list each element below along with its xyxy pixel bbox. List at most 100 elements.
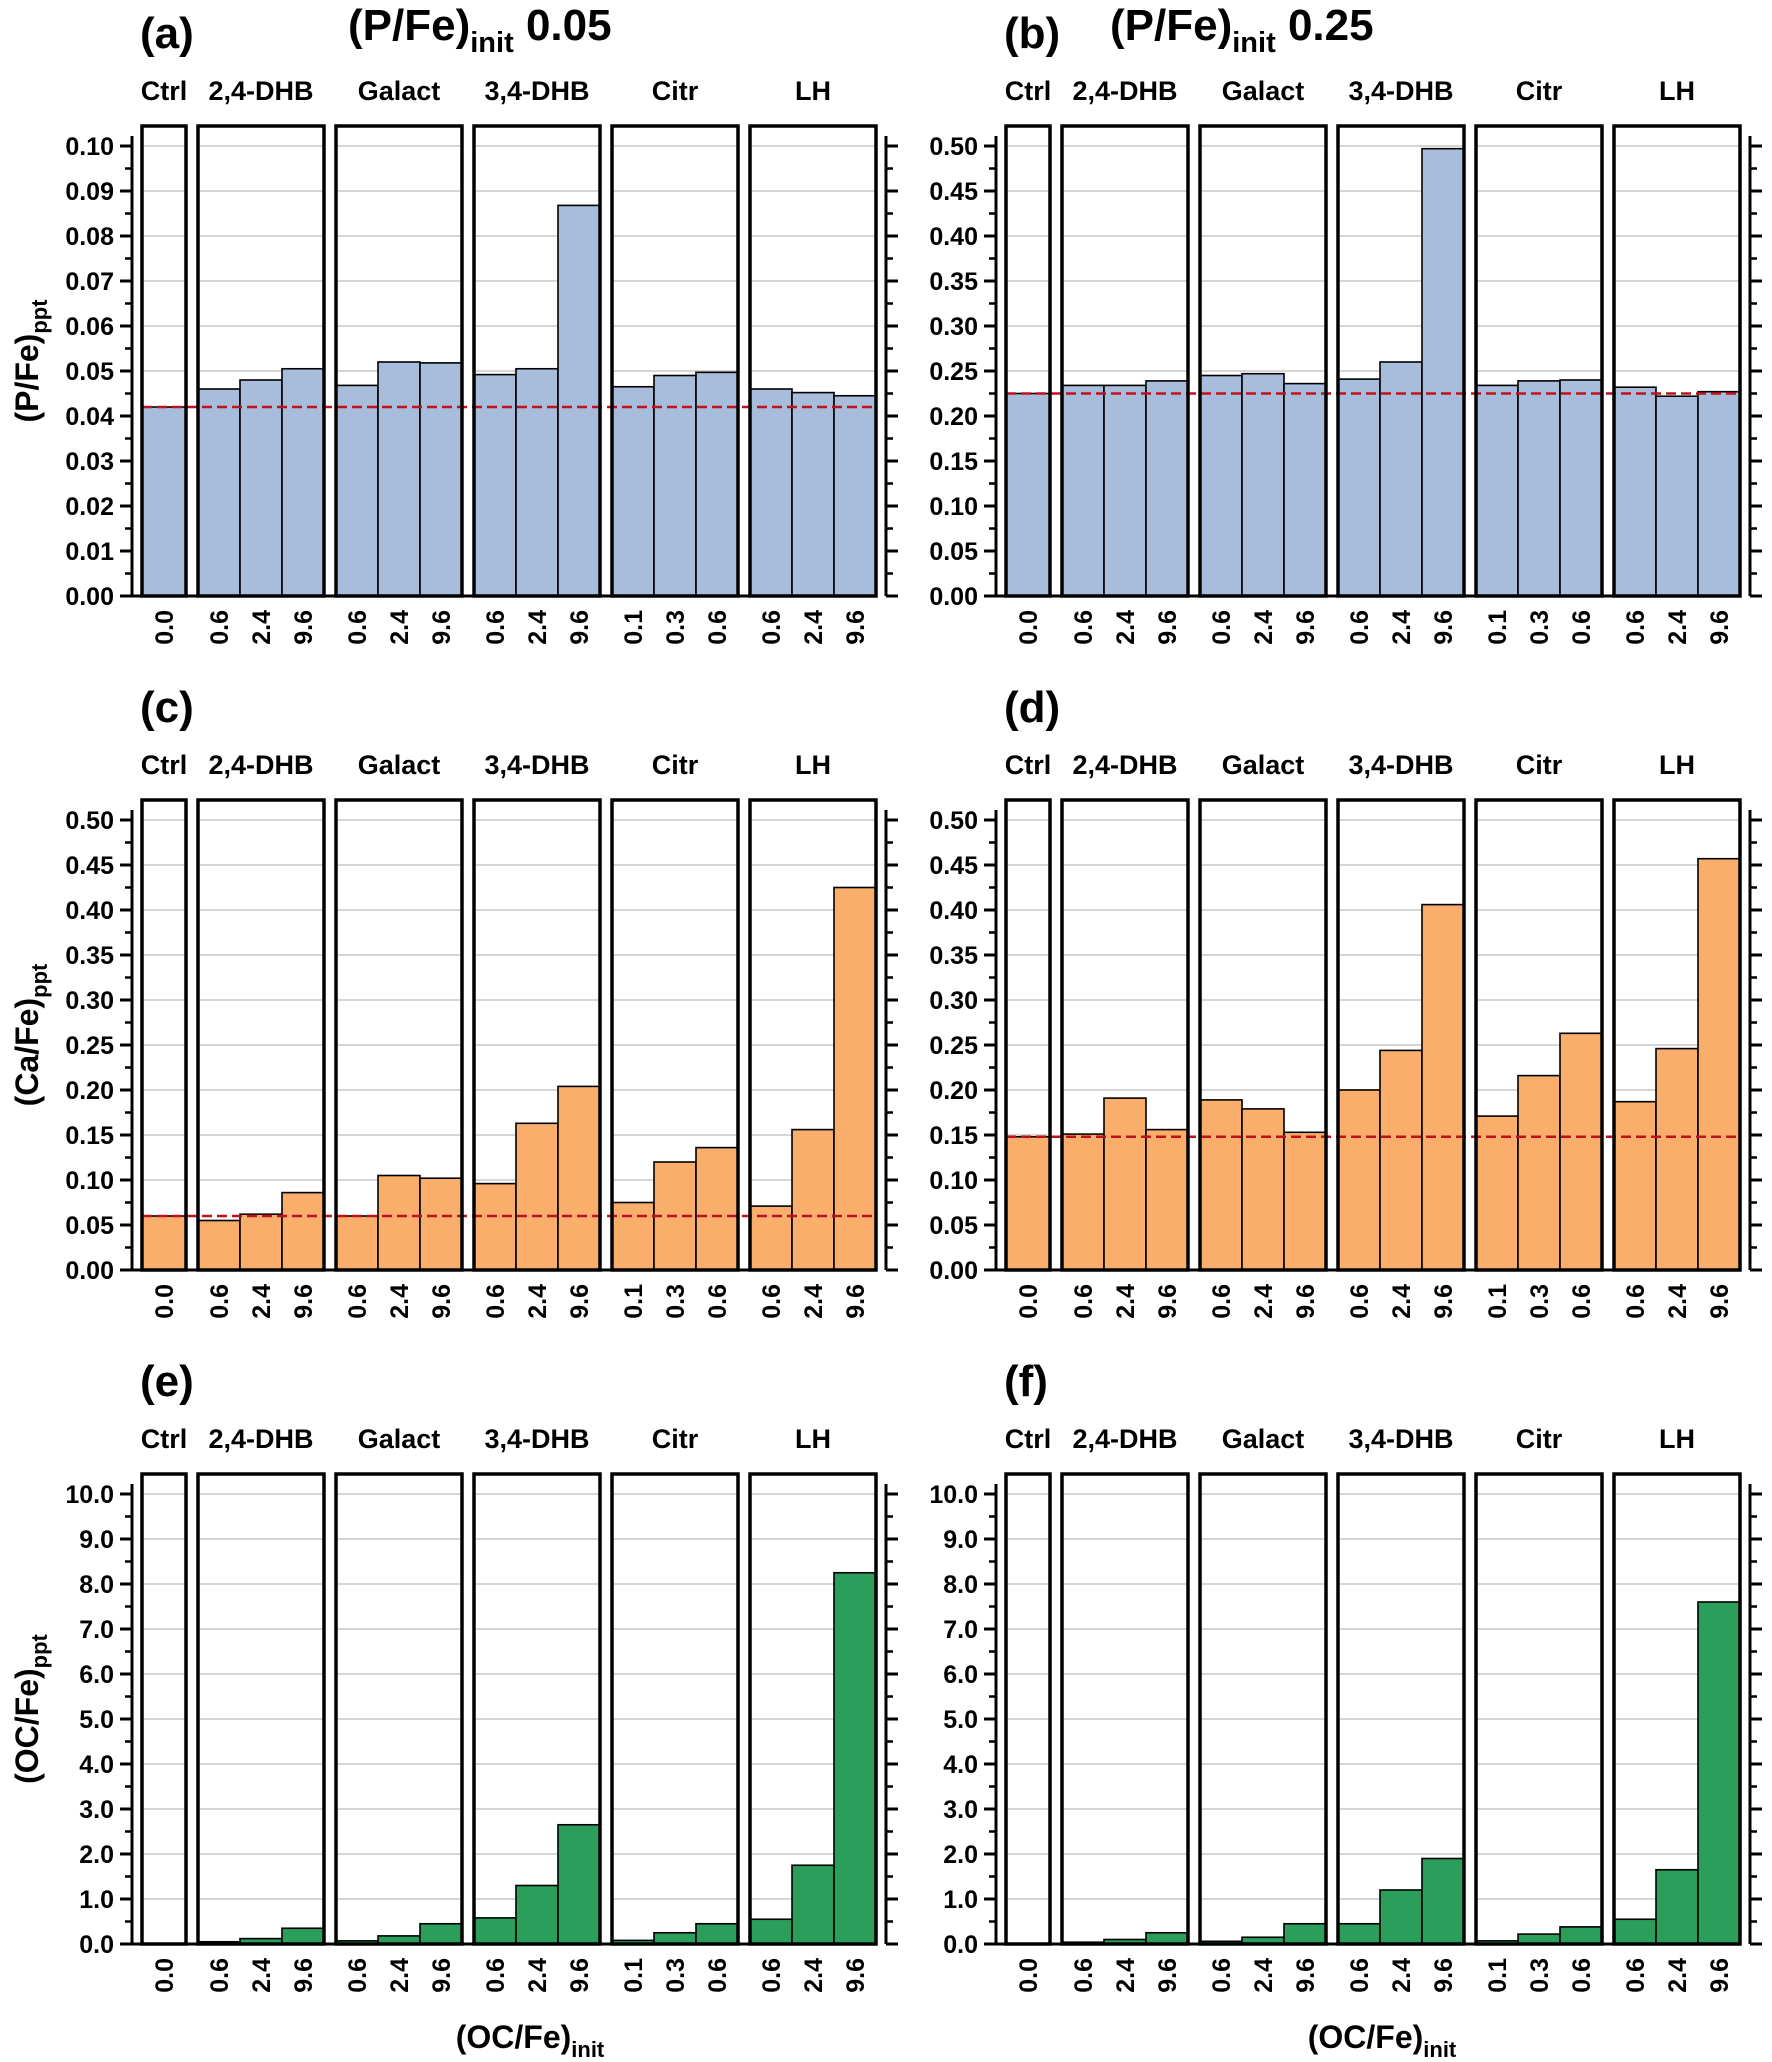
- y-tick-label: 0.00: [65, 583, 114, 611]
- x-tick-label: 0.6: [1568, 1958, 1596, 1993]
- x-tick-label: 2.4: [1112, 610, 1140, 645]
- bar-b-34dhb-2.4: [1379, 361, 1423, 597]
- x-tick-label: 0.0: [1015, 610, 1043, 645]
- y-tick-label: 0.00: [65, 1257, 114, 1285]
- bar-d-24dhb-0.6: [1061, 1133, 1105, 1271]
- y-tick-label: 0.04: [65, 403, 114, 431]
- group-label: Ctrl: [141, 1424, 188, 1454]
- y-tick-label: 0.03: [65, 448, 114, 476]
- bar-f-citr-0.6: [1559, 1926, 1603, 1945]
- bar-c-24dhb-9.6: [281, 1191, 325, 1271]
- x-tick-label: 2.4: [800, 1284, 828, 1319]
- bar-a-34dhb-2.4: [515, 367, 559, 597]
- x-tick-label: 0.6: [758, 610, 786, 645]
- bar-a-lh-9.6: [833, 394, 877, 597]
- y-axis-label-a: (P/Fe)ppt: [9, 299, 52, 423]
- bar-b-ctrl-0.0: [1005, 392, 1051, 597]
- bar-d-lh-0.6: [1613, 1100, 1657, 1271]
- y-tick-label: 0.30: [929, 987, 978, 1015]
- x-tick-label: 0.6: [704, 1284, 732, 1319]
- group-frame: [140, 1472, 188, 1946]
- x-tick-label: 9.6: [290, 1284, 318, 1319]
- x-tick-label: 0.6: [1568, 610, 1596, 645]
- y-tick-label: 0.40: [65, 897, 114, 925]
- y-tick-label: 0.15: [929, 448, 978, 476]
- bar-b-lh-0.6: [1613, 386, 1657, 597]
- bar-b-galact-2.4: [1241, 372, 1285, 597]
- y-tick-label: 0.20: [929, 1077, 978, 1105]
- y-tick-label: 0.35: [65, 942, 114, 970]
- group-frame: [196, 1472, 326, 1946]
- bar-b-lh-2.4: [1655, 395, 1699, 597]
- y-tick-label: 9.0: [943, 1526, 978, 1554]
- y-tick-label: 7.0: [79, 1616, 114, 1644]
- x-tick-label: 9.6: [1292, 1958, 1320, 1993]
- y-tick-label: 2.0: [943, 1841, 978, 1869]
- group-label: Citr: [1516, 76, 1563, 106]
- panel-e: (e) Ctrl 0.0 2,4-DHB 0.6 2.4 9.6 Galact 0.6 2.4 9.…: [9, 1357, 898, 1993]
- group-label: LH: [795, 76, 831, 106]
- bar-c-lh-2.4: [791, 1128, 835, 1271]
- group-label: 3,4-DHB: [1348, 1424, 1453, 1454]
- bar-a-34dhb-9.6: [557, 204, 601, 597]
- bar-b-34dhb-0.6: [1337, 378, 1381, 597]
- panel-label-d: (d): [1004, 683, 1060, 732]
- panel-c: (c) Ctrl 0.0 2,4-DHB 0.6 2.4 9.6 Galact 0.6 2.4 9.…: [9, 683, 898, 1319]
- x-tick-label: 2.4: [248, 610, 276, 645]
- x-tick-label: 2.4: [386, 1958, 414, 1993]
- bar-f-lh-2.4: [1655, 1868, 1699, 1945]
- x-tick-label: 9.6: [566, 1958, 594, 1993]
- bar-e-34dhb-0.6: [473, 1917, 517, 1945]
- x-tick-label: 0.6: [704, 1958, 732, 1993]
- group-label: Galact: [358, 1424, 441, 1454]
- x-tick-label: 9.6: [1154, 1958, 1182, 1993]
- x-tick-label: 9.6: [290, 610, 318, 645]
- x-tick-label: 2.4: [1664, 610, 1692, 645]
- x-tick-label: 2.4: [1388, 1284, 1416, 1319]
- bar-a-lh-2.4: [791, 391, 835, 597]
- y-tick-label: 0.10: [65, 133, 114, 161]
- bar-a-citr-0.1: [611, 385, 655, 597]
- group-frame: [1060, 1472, 1190, 1946]
- bar-f-34dhb-2.4: [1379, 1889, 1423, 1945]
- x-tick-label: 9.6: [1292, 1284, 1320, 1319]
- group-label: LH: [1659, 1424, 1695, 1454]
- group-frame: [140, 798, 188, 1272]
- group-label: Ctrl: [141, 76, 188, 106]
- x-tick-label: 0.6: [1208, 1284, 1236, 1319]
- y-tick-label: 0.45: [65, 852, 114, 880]
- x-tick-label: 0.6: [344, 1958, 372, 1993]
- x-tick-label: 0.6: [206, 1958, 234, 1993]
- x-tick-label: 0.0: [151, 1284, 179, 1319]
- bar-a-ctrl-0.0: [141, 406, 187, 597]
- y-tick-label: 0.15: [65, 1122, 114, 1150]
- bar-b-citr-0.3: [1517, 380, 1561, 597]
- y-tick-label: 0.30: [929, 313, 978, 341]
- bar-e-lh-2.4: [791, 1864, 835, 1945]
- bar-d-34dhb-2.4: [1379, 1049, 1423, 1271]
- group-label: Galact: [1222, 76, 1305, 106]
- group-label: Ctrl: [1005, 76, 1052, 106]
- y-tick-label: 0.00: [929, 583, 978, 611]
- y-tick-label: 0.50: [929, 133, 978, 161]
- bar-d-34dhb-9.6: [1421, 903, 1465, 1271]
- group-frame: [1198, 1472, 1328, 1946]
- bar-c-galact-0.6: [335, 1215, 379, 1271]
- bar-b-24dhb-9.6: [1145, 380, 1189, 597]
- bar-c-lh-0.6: [749, 1205, 793, 1271]
- x-tick-label: 9.6: [1706, 610, 1734, 645]
- bar-d-citr-0.3: [1517, 1074, 1561, 1271]
- x-tick-label: 0.6: [1622, 1284, 1650, 1319]
- y-tick-label: 0.05: [929, 538, 978, 566]
- x-axis-label-right: (OC/Fe)init: [1308, 2019, 1457, 2062]
- panel-label-f: (f): [1004, 1357, 1048, 1406]
- bar-c-citr-0.6: [695, 1146, 739, 1271]
- group-frame: [1474, 1472, 1604, 1946]
- y-tick-label: 0.50: [65, 807, 114, 835]
- bar-a-24dhb-9.6: [281, 367, 325, 597]
- bar-f-lh-0.6: [1613, 1918, 1657, 1945]
- x-tick-label: 2.4: [524, 610, 552, 645]
- group-label: Ctrl: [1005, 750, 1052, 780]
- y-tick-label: 6.0: [943, 1661, 978, 1689]
